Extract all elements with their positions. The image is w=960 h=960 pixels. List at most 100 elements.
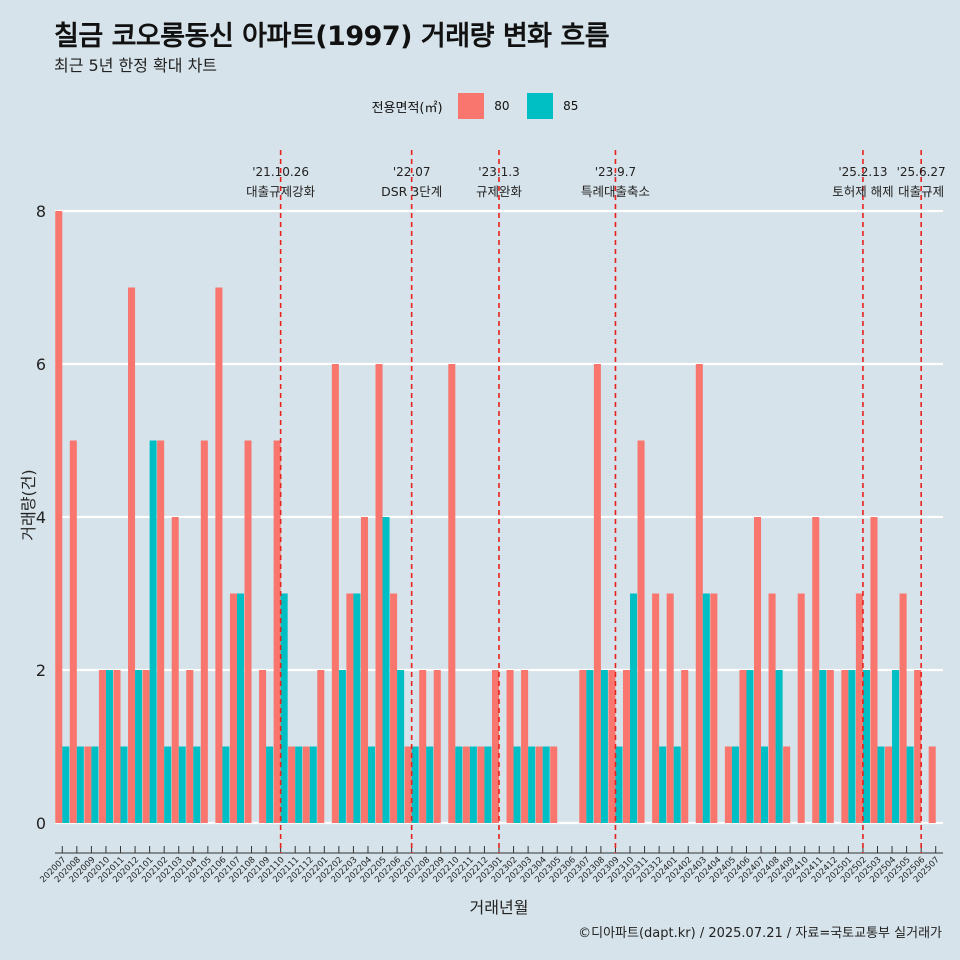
bar-202403-80 <box>695 364 703 823</box>
bar-202102-80 <box>157 440 165 823</box>
bar-202303-80 <box>521 670 529 823</box>
bar-202503-85 <box>877 746 885 823</box>
bar-202105-80 <box>200 440 208 823</box>
event-label-2: DSR 3단계 <box>381 184 442 199</box>
bar-202412-80 <box>826 670 834 823</box>
y-tick-label-2: 2 <box>36 661 46 680</box>
bar-202310-80 <box>622 670 631 823</box>
bar-202012-85 <box>135 670 143 823</box>
bar-202309-80 <box>608 670 616 823</box>
event-label-5: 토허제 해제 <box>832 184 893 199</box>
x-axis-title: 거래년월 <box>470 898 529 917</box>
bar-202101-80 <box>142 670 150 823</box>
bar-202107-85 <box>236 593 244 823</box>
bar-202503-80 <box>870 517 878 823</box>
bar-202208-85 <box>426 746 434 823</box>
event-date-3: '23.1.3 <box>478 165 519 179</box>
event-date-1: '21.10.26 <box>252 165 309 179</box>
bar-202207-85 <box>411 746 419 823</box>
bar-202109-85 <box>266 746 274 823</box>
bar-202304-85 <box>542 746 550 823</box>
chart-title: 칠금 코오롱동신 아파트(1997) 거래량 변화 흐름 <box>54 21 610 52</box>
bar-202308-85 <box>600 670 608 823</box>
y-tick-label-6: 6 <box>36 355 46 374</box>
bar-202107-80 <box>229 593 237 823</box>
bar-202405-85 <box>731 746 739 823</box>
bar-202401-85 <box>673 746 681 823</box>
bar-202404-80 <box>710 593 718 823</box>
bar-202504-80 <box>885 746 893 823</box>
legend-swatch-80 <box>458 93 485 119</box>
bar-202008-85 <box>76 746 84 823</box>
bar-202210-85 <box>455 746 463 823</box>
bar-202502-85 <box>862 670 870 823</box>
bar-202304-80 <box>535 746 543 823</box>
bar-202302-85 <box>513 746 521 823</box>
event-label-3: 규제완화 <box>476 184 523 199</box>
bar-202206-85 <box>397 670 405 823</box>
bar-202505-85 <box>906 746 914 823</box>
bar-202009-85 <box>91 746 99 823</box>
bar-202202-85 <box>338 670 346 823</box>
bar-202007-85 <box>62 746 70 823</box>
bar-202312-80 <box>652 593 660 823</box>
bar-202010-85 <box>105 670 113 823</box>
bar-202110-85 <box>280 593 288 823</box>
bar-202301-80 <box>491 670 499 823</box>
bar-202307-85 <box>586 670 594 823</box>
bar-202309-85 <box>615 746 623 823</box>
event-date-5: '25.2.13 <box>838 165 887 179</box>
bar-202308-80 <box>593 364 601 823</box>
bar-202303-85 <box>528 746 536 823</box>
y-tick-label-4: 4 <box>36 508 46 527</box>
bar-202401-80 <box>666 593 674 823</box>
bar-202501-85 <box>848 670 856 823</box>
event-label-1: 대출규제강화 <box>246 184 316 199</box>
bar-202111-85 <box>295 746 303 823</box>
bar-202106-80 <box>215 287 223 823</box>
bar-202206-80 <box>390 593 398 823</box>
bar-202212-85 <box>484 746 492 823</box>
bar-202405-80 <box>724 746 732 823</box>
bar-202211-80 <box>462 746 470 823</box>
event-label-4: 특례대출축소 <box>581 184 650 199</box>
bar-202104-85 <box>193 746 201 823</box>
bar-202101-85 <box>149 440 157 823</box>
bar-202211-85 <box>469 746 477 823</box>
event-date-4: '23.9.7 <box>595 165 636 179</box>
bar-202103-85 <box>178 746 186 823</box>
bar-202010-80 <box>98 670 106 823</box>
bar-202011-85 <box>120 746 128 823</box>
y-axis-title: 거래량(건) <box>19 469 38 540</box>
chart-subtitle: 최근 5년 한정 확대 차트 <box>54 56 218 75</box>
bar-202501-80 <box>841 670 849 823</box>
bar-202408-85 <box>775 670 783 823</box>
legend-label-85: 85 <box>563 99 579 113</box>
bar-202112-85 <box>309 746 317 823</box>
bar-202106-85 <box>222 746 230 823</box>
bar-202406-85 <box>746 670 754 823</box>
legend-title: 전용면적(㎡) <box>371 100 443 116</box>
bar-202103-80 <box>171 517 179 823</box>
bar-202406-80 <box>739 670 747 823</box>
bar-202312-85 <box>659 746 667 823</box>
y-tick-label-8: 8 <box>36 202 46 221</box>
y-tick-label-0: 0 <box>36 814 46 833</box>
bar-202007-80 <box>55 211 63 823</box>
bar-202210-80 <box>448 364 456 823</box>
bar-202311-80 <box>637 440 645 823</box>
bar-202411-80 <box>812 517 820 823</box>
bar-202505-80 <box>899 593 907 823</box>
bar-202403-85 <box>702 593 710 823</box>
bar-202212-80 <box>477 746 485 823</box>
bar-202407-80 <box>754 517 762 823</box>
bar-202205-85 <box>382 517 390 823</box>
bar-202207-80 <box>404 746 412 823</box>
bar-202203-85 <box>353 593 361 823</box>
bar-202204-85 <box>367 746 376 823</box>
bar-202112-80 <box>302 746 310 823</box>
bar-202204-80 <box>360 517 368 823</box>
bar-202104-80 <box>186 670 194 823</box>
bar-202102-85 <box>164 746 172 823</box>
